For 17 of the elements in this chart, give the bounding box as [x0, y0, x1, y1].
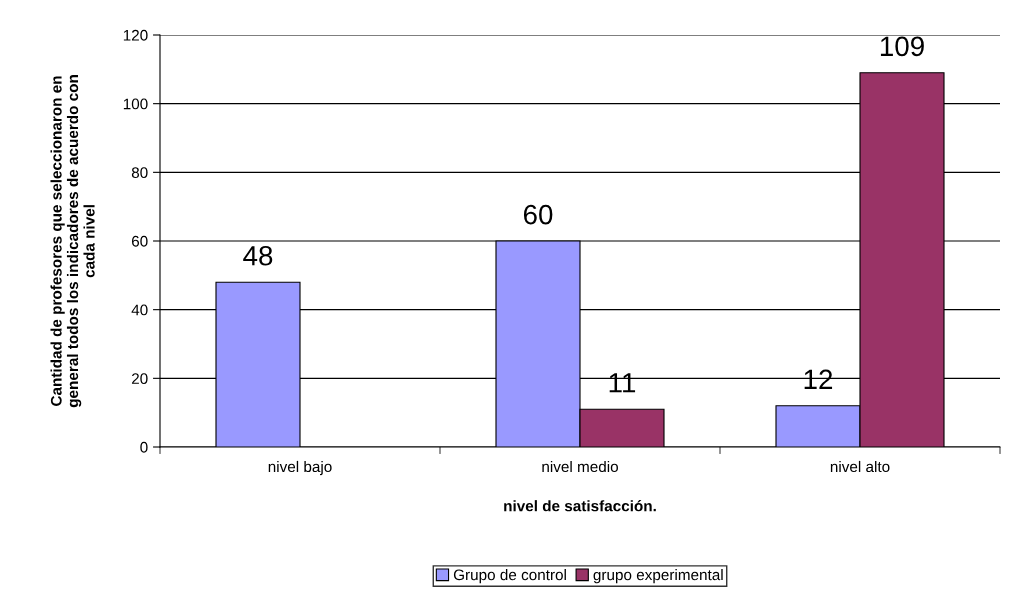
x-axis-title: nivel de satisfacción.	[504, 500, 656, 512]
data-label: 109	[880, 36, 924, 57]
y-tick-label: 20	[131, 373, 148, 385]
x-tick-label: nivel medio	[542, 460, 618, 473]
y-tick-label: 40	[131, 304, 148, 316]
y-tick-label: 80	[131, 167, 148, 179]
y-tick-label: 100	[123, 98, 148, 110]
x-tick-label: nivel alto	[830, 460, 890, 473]
x-tick-label: nivel bajo	[268, 460, 332, 476]
y-axis-title: Cantidad de profesores que seleccionaron en general todos los indicadores de acuerdo con cada nivel	[50, 75, 95, 408]
data-label: 48	[243, 245, 273, 266]
y-tick-label: 120	[123, 29, 148, 41]
y-tick-label: 60	[131, 235, 148, 247]
y-tick-label: 0	[140, 441, 148, 453]
legend-label: grupo experimental	[593, 569, 723, 584]
legend-label: Grupo de control	[453, 569, 566, 584]
data-label: 60	[523, 204, 553, 225]
